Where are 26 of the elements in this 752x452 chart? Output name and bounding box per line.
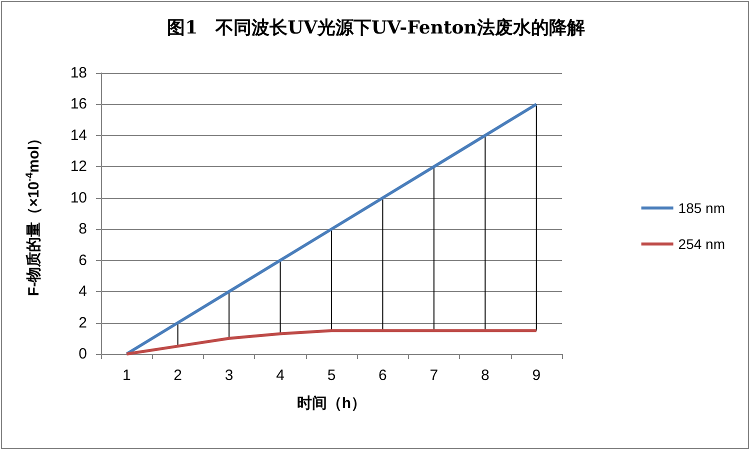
y-tick-label: 14 <box>70 126 87 144</box>
x-axis-title: 时间（h） <box>296 395 366 412</box>
x-tick-label: 3 <box>224 367 234 384</box>
y-tick-label: 0 <box>78 346 87 362</box>
x-tick-label: 6 <box>378 367 387 384</box>
legend-label: 254 nm <box>678 236 726 252</box>
y-tick-label: 4 <box>78 283 87 300</box>
chart-title: 图1 不同波长UV光源下UV-Fenton法废水的降解 <box>167 18 585 38</box>
y-tick-label: 8 <box>78 220 87 238</box>
y-tick-label: 10 <box>70 189 87 206</box>
y-tick-label: 18 <box>70 64 87 82</box>
x-tick-label: 1 <box>122 367 131 384</box>
line-series <box>125 102 538 356</box>
x-tick-label: 4 <box>276 367 284 384</box>
x-tick-label: 8 <box>480 367 490 384</box>
y-axis-title: F-物质的量（×10-4mol） <box>24 130 42 296</box>
x-tick-label: 7 <box>430 367 438 384</box>
y-tick-label: 16 <box>70 96 87 113</box>
x-tick-label: 5 <box>327 367 336 384</box>
x-tick-label: 2 <box>174 367 182 384</box>
line-series <box>125 329 538 356</box>
legend-label: 185 nm <box>678 200 726 216</box>
y-tick-label: 2 <box>78 314 87 332</box>
y-tick-label: 6 <box>78 252 87 269</box>
x-tick-label: 9 <box>532 367 541 384</box>
y-tick-label: 12 <box>70 158 87 176</box>
